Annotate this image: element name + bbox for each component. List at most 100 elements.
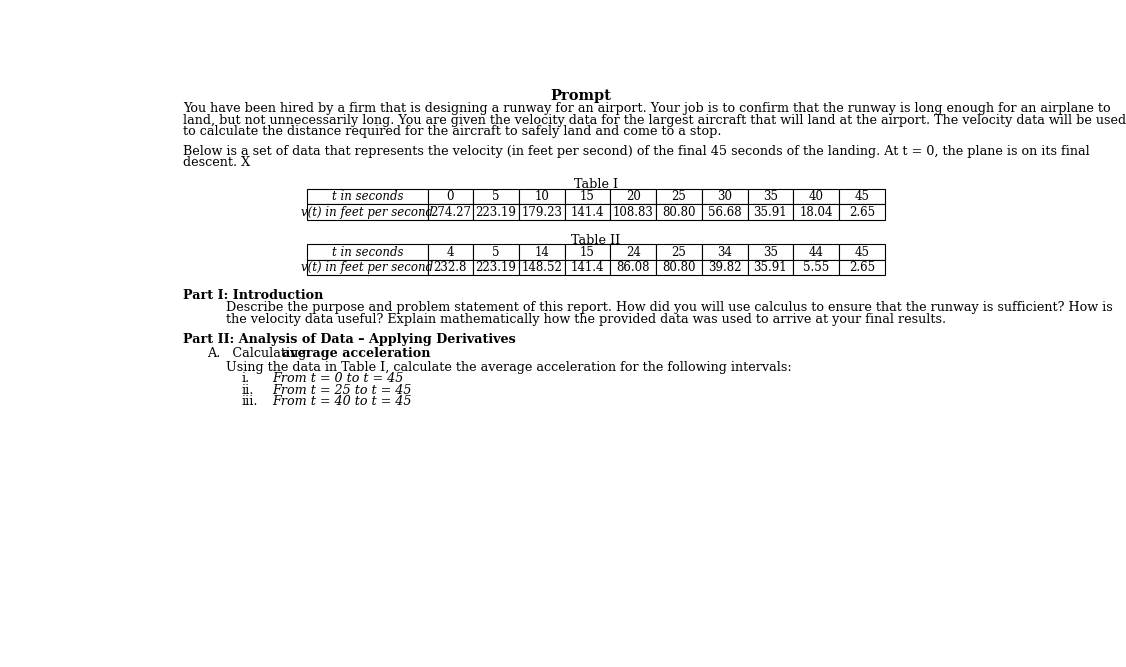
Bar bbox=[701, 204, 748, 220]
Bar bbox=[794, 260, 839, 275]
Bar bbox=[519, 244, 564, 260]
Text: 44: 44 bbox=[808, 245, 823, 259]
Text: 35: 35 bbox=[763, 190, 778, 203]
Text: 24: 24 bbox=[626, 245, 641, 259]
Bar bbox=[701, 244, 748, 260]
Text: average acceleration: average acceleration bbox=[282, 347, 430, 360]
Text: 15: 15 bbox=[580, 245, 595, 259]
Text: 35: 35 bbox=[763, 245, 778, 259]
Text: 5: 5 bbox=[492, 245, 500, 259]
Text: 34: 34 bbox=[717, 245, 732, 259]
Text: 4: 4 bbox=[447, 245, 454, 259]
Text: 141.4: 141.4 bbox=[571, 205, 605, 219]
Bar bbox=[428, 244, 473, 260]
Text: v(t) in feet per second: v(t) in feet per second bbox=[302, 205, 434, 219]
Bar bbox=[473, 244, 519, 260]
Text: Table II: Table II bbox=[571, 233, 620, 247]
Text: 18.04: 18.04 bbox=[799, 205, 833, 219]
Bar bbox=[519, 204, 564, 220]
Text: v(t) in feet per second: v(t) in feet per second bbox=[302, 261, 434, 274]
Text: 80.80: 80.80 bbox=[662, 205, 696, 219]
Text: 0: 0 bbox=[447, 190, 454, 203]
Bar bbox=[564, 244, 610, 260]
Bar bbox=[656, 244, 701, 260]
Text: 10: 10 bbox=[535, 190, 549, 203]
Text: 232.8: 232.8 bbox=[434, 261, 467, 274]
Text: 86.08: 86.08 bbox=[617, 261, 650, 274]
Bar bbox=[428, 260, 473, 275]
Bar bbox=[748, 244, 794, 260]
Text: From t = 0 to t = 45: From t = 0 to t = 45 bbox=[272, 372, 404, 386]
Text: 25: 25 bbox=[671, 245, 687, 259]
Bar bbox=[307, 260, 428, 275]
Text: 2.65: 2.65 bbox=[849, 261, 875, 274]
Bar bbox=[428, 189, 473, 204]
Text: to calculate the distance required for the aircraft to safely land and come to a: to calculate the distance required for t… bbox=[184, 125, 722, 137]
Text: 5.55: 5.55 bbox=[803, 261, 829, 274]
Bar bbox=[564, 189, 610, 204]
Text: 108.83: 108.83 bbox=[613, 205, 654, 219]
Bar bbox=[519, 260, 564, 275]
Bar bbox=[656, 204, 701, 220]
Text: land, but not unnecessarily long. You are given the velocity data for the larges: land, but not unnecessarily long. You ar… bbox=[184, 113, 1126, 127]
Text: Using the data in Table I, calculate the average acceleration for the following : Using the data in Table I, calculate the… bbox=[226, 361, 792, 374]
Text: i.: i. bbox=[241, 372, 250, 386]
Text: 45: 45 bbox=[855, 190, 869, 203]
Text: 274.27: 274.27 bbox=[430, 205, 471, 219]
Bar bbox=[748, 204, 794, 220]
Text: Part II: Analysis of Data – Applying Derivatives: Part II: Analysis of Data – Applying Der… bbox=[184, 333, 516, 346]
Bar bbox=[610, 260, 656, 275]
Text: 39.82: 39.82 bbox=[708, 261, 741, 274]
Bar bbox=[794, 244, 839, 260]
Bar bbox=[473, 204, 519, 220]
Text: From t = 25 to t = 45: From t = 25 to t = 45 bbox=[272, 384, 412, 397]
Bar bbox=[839, 244, 885, 260]
Bar bbox=[307, 204, 428, 220]
Text: t in seconds: t in seconds bbox=[332, 190, 403, 203]
Text: Below is a set of data that represents the velocity (in feet per second) of the : Below is a set of data that represents t… bbox=[184, 145, 1090, 158]
Bar bbox=[610, 204, 656, 220]
Text: 25: 25 bbox=[671, 190, 687, 203]
Bar bbox=[701, 260, 748, 275]
Text: Table I: Table I bbox=[574, 178, 618, 191]
Bar bbox=[307, 189, 428, 204]
Bar bbox=[701, 189, 748, 204]
Bar bbox=[307, 244, 428, 260]
Text: 14: 14 bbox=[535, 245, 549, 259]
Text: 30: 30 bbox=[717, 190, 732, 203]
Bar bbox=[473, 189, 519, 204]
Text: iii.: iii. bbox=[241, 396, 258, 408]
Text: Describe the purpose and problem statement of this report. How did you will use : Describe the purpose and problem stateme… bbox=[226, 301, 1112, 314]
Text: 35.91: 35.91 bbox=[753, 205, 787, 219]
Text: 5: 5 bbox=[492, 190, 500, 203]
Bar bbox=[656, 189, 701, 204]
Text: the velocity data useful? Explain mathematically how the provided data was used : the velocity data useful? Explain mathem… bbox=[226, 313, 946, 325]
Text: From t = 40 to t = 45: From t = 40 to t = 45 bbox=[272, 396, 412, 408]
Text: 148.52: 148.52 bbox=[521, 261, 562, 274]
Bar bbox=[748, 189, 794, 204]
Bar bbox=[794, 189, 839, 204]
Bar bbox=[839, 260, 885, 275]
Text: A.   Calculating: A. Calculating bbox=[207, 347, 310, 360]
Text: Prompt: Prompt bbox=[551, 89, 611, 103]
Text: 223.19: 223.19 bbox=[475, 205, 517, 219]
Bar bbox=[656, 260, 701, 275]
Text: 56.68: 56.68 bbox=[708, 205, 742, 219]
Text: 20: 20 bbox=[626, 190, 641, 203]
Text: t in seconds: t in seconds bbox=[332, 245, 403, 259]
Text: ii.: ii. bbox=[241, 384, 253, 397]
Text: 223.19: 223.19 bbox=[475, 261, 517, 274]
Text: 45: 45 bbox=[855, 245, 869, 259]
Bar bbox=[473, 260, 519, 275]
Bar bbox=[839, 189, 885, 204]
Text: You have been hired by a firm that is designing a runway for an airport. Your jo: You have been hired by a firm that is de… bbox=[184, 102, 1111, 115]
Text: 35.91: 35.91 bbox=[753, 261, 787, 274]
Bar bbox=[564, 204, 610, 220]
Bar bbox=[839, 204, 885, 220]
Bar bbox=[610, 189, 656, 204]
Text: 80.80: 80.80 bbox=[662, 261, 696, 274]
Text: 2.65: 2.65 bbox=[849, 205, 875, 219]
Bar bbox=[794, 204, 839, 220]
Text: 40: 40 bbox=[808, 190, 823, 203]
Bar bbox=[519, 189, 564, 204]
